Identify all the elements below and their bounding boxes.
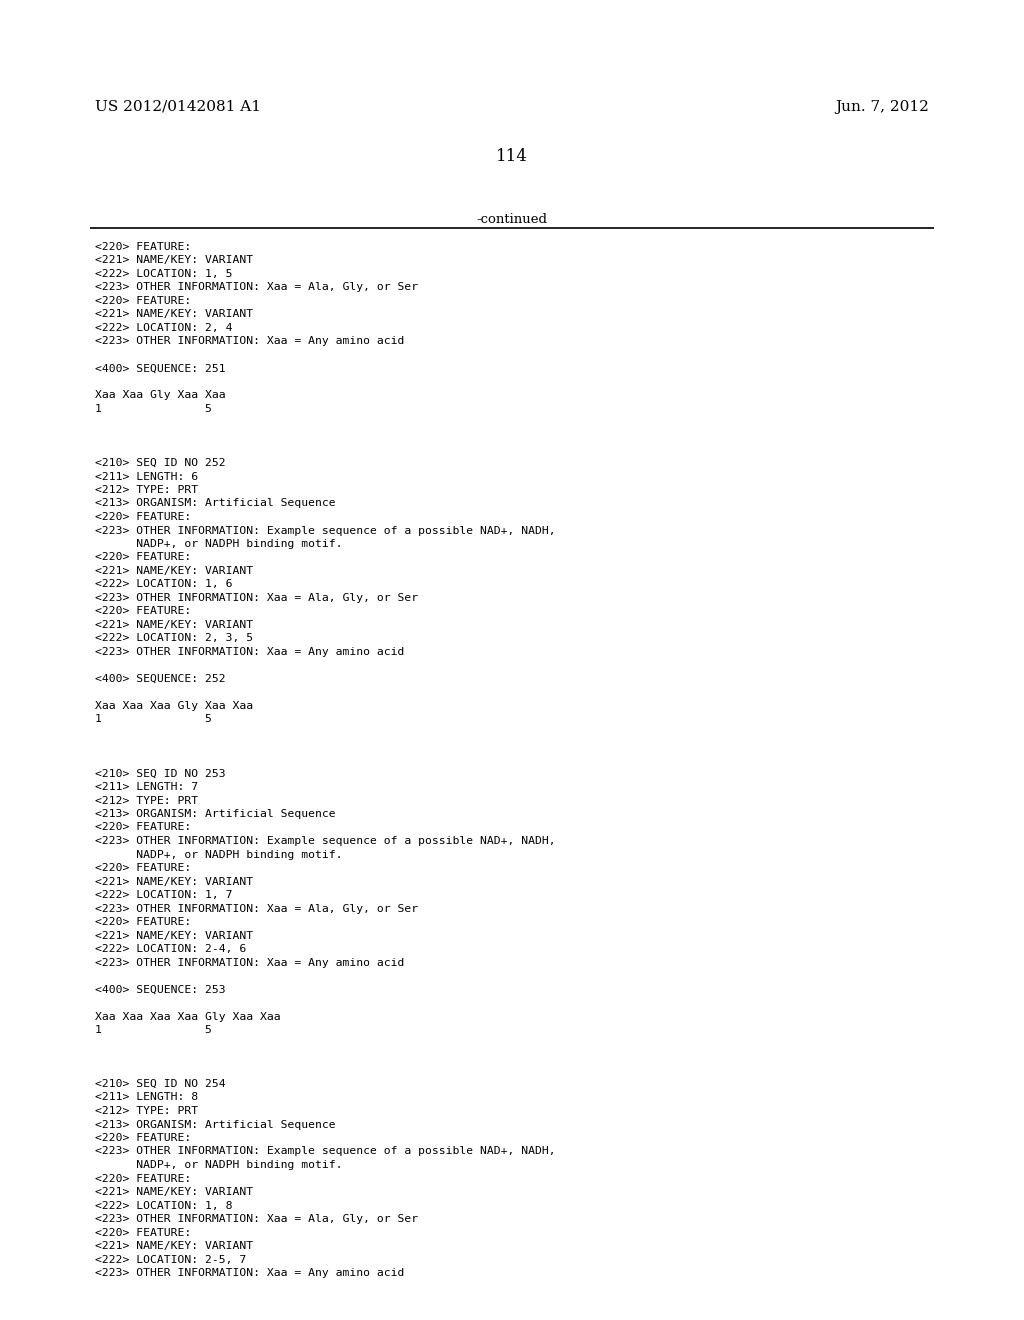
Text: 1               5: 1 5 bbox=[95, 404, 212, 414]
Text: <223> OTHER INFORMATION: Xaa = Any amino acid: <223> OTHER INFORMATION: Xaa = Any amino… bbox=[95, 337, 404, 346]
Text: <220> FEATURE:: <220> FEATURE: bbox=[95, 822, 191, 833]
Text: <222> LOCATION: 1, 6: <222> LOCATION: 1, 6 bbox=[95, 579, 232, 590]
Text: <220> FEATURE:: <220> FEATURE: bbox=[95, 553, 191, 562]
Text: <221> NAME/KEY: VARIANT: <221> NAME/KEY: VARIANT bbox=[95, 1241, 253, 1251]
Text: <220> FEATURE:: <220> FEATURE: bbox=[95, 296, 191, 306]
Text: <223> OTHER INFORMATION: Xaa = Ala, Gly, or Ser: <223> OTHER INFORMATION: Xaa = Ala, Gly,… bbox=[95, 903, 418, 913]
Text: <210> SEQ ID NO 254: <210> SEQ ID NO 254 bbox=[95, 1078, 225, 1089]
Text: Xaa Xaa Xaa Xaa Gly Xaa Xaa: Xaa Xaa Xaa Xaa Gly Xaa Xaa bbox=[95, 1011, 281, 1022]
Text: Jun. 7, 2012: Jun. 7, 2012 bbox=[836, 100, 929, 114]
Text: <220> FEATURE:: <220> FEATURE: bbox=[95, 1173, 191, 1184]
Text: <222> LOCATION: 2-4, 6: <222> LOCATION: 2-4, 6 bbox=[95, 944, 246, 954]
Text: <400> SEQUENCE: 252: <400> SEQUENCE: 252 bbox=[95, 675, 225, 684]
Text: <400> SEQUENCE: 253: <400> SEQUENCE: 253 bbox=[95, 985, 225, 994]
Text: <222> LOCATION: 1, 8: <222> LOCATION: 1, 8 bbox=[95, 1200, 232, 1210]
Text: Xaa Xaa Gly Xaa Xaa: Xaa Xaa Gly Xaa Xaa bbox=[95, 391, 225, 400]
Text: US 2012/0142081 A1: US 2012/0142081 A1 bbox=[95, 100, 261, 114]
Text: <220> FEATURE:: <220> FEATURE: bbox=[95, 1228, 191, 1238]
Text: <212> TYPE: PRT: <212> TYPE: PRT bbox=[95, 796, 198, 805]
Text: <213> ORGANISM: Artificial Sequence: <213> ORGANISM: Artificial Sequence bbox=[95, 809, 336, 818]
Text: <221> NAME/KEY: VARIANT: <221> NAME/KEY: VARIANT bbox=[95, 256, 253, 265]
Text: <223> OTHER INFORMATION: Xaa = Any amino acid: <223> OTHER INFORMATION: Xaa = Any amino… bbox=[95, 1269, 404, 1278]
Text: <221> NAME/KEY: VARIANT: <221> NAME/KEY: VARIANT bbox=[95, 1187, 253, 1197]
Text: <220> FEATURE:: <220> FEATURE: bbox=[95, 242, 191, 252]
Text: <213> ORGANISM: Artificial Sequence: <213> ORGANISM: Artificial Sequence bbox=[95, 499, 336, 508]
Text: <210> SEQ ID NO 252: <210> SEQ ID NO 252 bbox=[95, 458, 225, 469]
Text: <213> ORGANISM: Artificial Sequence: <213> ORGANISM: Artificial Sequence bbox=[95, 1119, 336, 1130]
Text: NADP+, or NADPH binding motif.: NADP+, or NADPH binding motif. bbox=[95, 539, 342, 549]
Text: <223> OTHER INFORMATION: Example sequence of a possible NAD+, NADH,: <223> OTHER INFORMATION: Example sequenc… bbox=[95, 1147, 556, 1156]
Text: <222> LOCATION: 1, 5: <222> LOCATION: 1, 5 bbox=[95, 269, 232, 279]
Text: <220> FEATURE:: <220> FEATURE: bbox=[95, 917, 191, 927]
Text: <222> LOCATION: 2-5, 7: <222> LOCATION: 2-5, 7 bbox=[95, 1254, 246, 1265]
Text: <223> OTHER INFORMATION: Xaa = Ala, Gly, or Ser: <223> OTHER INFORMATION: Xaa = Ala, Gly,… bbox=[95, 593, 418, 603]
Text: <211> LENGTH: 6: <211> LENGTH: 6 bbox=[95, 471, 198, 482]
Text: NADP+, or NADPH binding motif.: NADP+, or NADPH binding motif. bbox=[95, 1160, 342, 1170]
Text: <223> OTHER INFORMATION: Xaa = Ala, Gly, or Ser: <223> OTHER INFORMATION: Xaa = Ala, Gly,… bbox=[95, 282, 418, 293]
Text: <212> TYPE: PRT: <212> TYPE: PRT bbox=[95, 1106, 198, 1115]
Text: <222> LOCATION: 1, 7: <222> LOCATION: 1, 7 bbox=[95, 890, 232, 900]
Text: <223> OTHER INFORMATION: Xaa = Any amino acid: <223> OTHER INFORMATION: Xaa = Any amino… bbox=[95, 647, 404, 657]
Text: 1               5: 1 5 bbox=[95, 1026, 212, 1035]
Text: <210> SEQ ID NO 253: <210> SEQ ID NO 253 bbox=[95, 768, 225, 779]
Text: <220> FEATURE:: <220> FEATURE: bbox=[95, 512, 191, 521]
Text: <223> OTHER INFORMATION: Example sequence of a possible NAD+, NADH,: <223> OTHER INFORMATION: Example sequenc… bbox=[95, 836, 556, 846]
Text: <222> LOCATION: 2, 3, 5: <222> LOCATION: 2, 3, 5 bbox=[95, 634, 253, 644]
Text: Xaa Xaa Xaa Gly Xaa Xaa: Xaa Xaa Xaa Gly Xaa Xaa bbox=[95, 701, 253, 711]
Text: <221> NAME/KEY: VARIANT: <221> NAME/KEY: VARIANT bbox=[95, 620, 253, 630]
Text: <223> OTHER INFORMATION: Xaa = Any amino acid: <223> OTHER INFORMATION: Xaa = Any amino… bbox=[95, 957, 404, 968]
Text: <221> NAME/KEY: VARIANT: <221> NAME/KEY: VARIANT bbox=[95, 309, 253, 319]
Text: 114: 114 bbox=[496, 148, 528, 165]
Text: <221> NAME/KEY: VARIANT: <221> NAME/KEY: VARIANT bbox=[95, 876, 253, 887]
Text: 1               5: 1 5 bbox=[95, 714, 212, 725]
Text: <221> NAME/KEY: VARIANT: <221> NAME/KEY: VARIANT bbox=[95, 931, 253, 940]
Text: <211> LENGTH: 8: <211> LENGTH: 8 bbox=[95, 1093, 198, 1102]
Text: <220> FEATURE:: <220> FEATURE: bbox=[95, 606, 191, 616]
Text: <212> TYPE: PRT: <212> TYPE: PRT bbox=[95, 484, 198, 495]
Text: <211> LENGTH: 7: <211> LENGTH: 7 bbox=[95, 781, 198, 792]
Text: <220> FEATURE:: <220> FEATURE: bbox=[95, 863, 191, 873]
Text: -continued: -continued bbox=[476, 213, 548, 226]
Text: <221> NAME/KEY: VARIANT: <221> NAME/KEY: VARIANT bbox=[95, 566, 253, 576]
Text: <223> OTHER INFORMATION: Example sequence of a possible NAD+, NADH,: <223> OTHER INFORMATION: Example sequenc… bbox=[95, 525, 556, 536]
Text: NADP+, or NADPH binding motif.: NADP+, or NADPH binding motif. bbox=[95, 850, 342, 859]
Text: <400> SEQUENCE: 251: <400> SEQUENCE: 251 bbox=[95, 363, 225, 374]
Text: <220> FEATURE:: <220> FEATURE: bbox=[95, 1133, 191, 1143]
Text: <222> LOCATION: 2, 4: <222> LOCATION: 2, 4 bbox=[95, 323, 232, 333]
Text: <223> OTHER INFORMATION: Xaa = Ala, Gly, or Ser: <223> OTHER INFORMATION: Xaa = Ala, Gly,… bbox=[95, 1214, 418, 1224]
